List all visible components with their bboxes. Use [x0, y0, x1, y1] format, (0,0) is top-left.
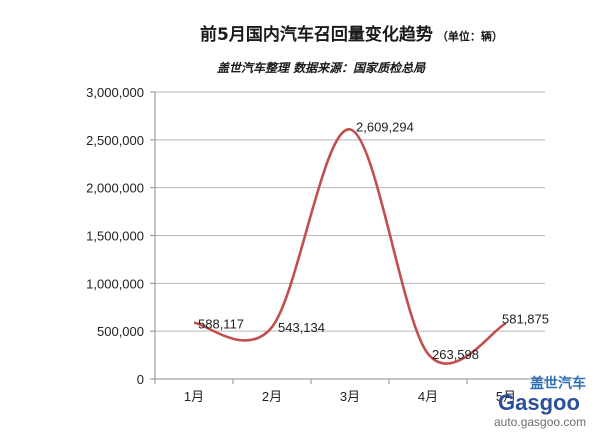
watermark-logo: Gasgoo: [498, 390, 580, 415]
data-labels: 588,117 543,134 2,609,294 263,598 581,875: [198, 119, 549, 361]
y-tick-label: 1,000,000: [86, 276, 144, 291]
data-label: 2,609,294: [356, 119, 414, 134]
y-tick-label: 1,500,000: [86, 229, 144, 244]
x-tick-label: 4月: [418, 389, 438, 404]
chart-subtitle: 盖世汽车整理 数据来源：国家质检总局: [217, 61, 426, 75]
y-tick-label: 500,000: [97, 324, 144, 339]
data-label: 543,134: [278, 320, 325, 335]
axes: [150, 91, 546, 384]
watermark-brand: 盖世汽车: [530, 375, 586, 392]
chart-title-main: 前5月国内汽车召回量变化趋势: [200, 24, 433, 45]
chart-title: 前5月国内汽车召回量变化趋势 （单位：辆）: [200, 24, 503, 45]
series-line-path: [193, 128, 507, 365]
data-label: 588,117: [198, 317, 244, 332]
x-tick-label: 5月: [496, 389, 516, 404]
y-tick-label: 3,000,000: [86, 85, 144, 100]
x-tick-label: 3月: [340, 389, 360, 404]
data-label: 263,598: [432, 347, 479, 362]
chart-title-unit: （单位：辆）: [437, 29, 503, 43]
gridlines: [155, 91, 545, 332]
x-tick-label: 2月: [262, 389, 282, 404]
y-tick-labels: 0 500,000 1,000,000 1,500,000 2,000,000 2,500…: [86, 85, 144, 387]
y-tick-label: 0: [137, 372, 144, 387]
x-tick-label: 1月: [184, 389, 204, 404]
y-tick-label: 2,500,000: [86, 133, 144, 148]
y-tick-label: 2,000,000: [86, 181, 144, 196]
gasgoo-watermark: 盖世汽车 Gasgoo auto.gasgoo.com: [494, 375, 586, 429]
x-tick-labels: 1月 2月 3月 4月 5月: [184, 389, 516, 404]
watermark-url: auto.gasgoo.com: [494, 415, 586, 429]
data-label: 581,875: [502, 311, 549, 326]
series-line: [193, 128, 507, 365]
